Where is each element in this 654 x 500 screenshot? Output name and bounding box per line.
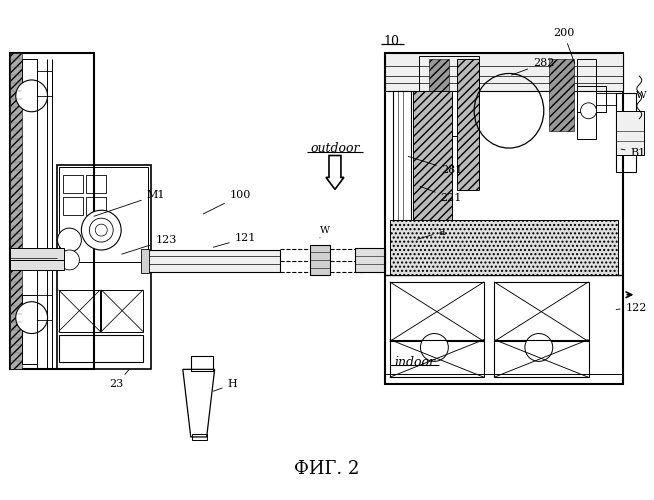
Bar: [86, 198, 106, 215]
Bar: [37, 71, 52, 96]
Bar: [549, 59, 574, 130]
Bar: [192, 434, 207, 440]
Text: W: W: [636, 92, 647, 100]
Bar: [494, 282, 589, 342]
Text: outdoor: outdoor: [310, 142, 360, 155]
Bar: [434, 232, 474, 248]
Circle shape: [95, 224, 107, 236]
Bar: [22, 294, 37, 364]
Text: W: W: [320, 226, 330, 238]
Circle shape: [525, 334, 553, 361]
Bar: [10, 53, 94, 370]
Bar: [385, 53, 623, 384]
Bar: [390, 340, 484, 378]
Circle shape: [60, 250, 79, 270]
Bar: [58, 290, 100, 332]
Bar: [58, 334, 143, 362]
Bar: [86, 176, 106, 194]
Bar: [577, 86, 606, 112]
Text: 23: 23: [109, 370, 129, 389]
Text: ФИГ. 2: ФИГ. 2: [294, 460, 360, 478]
Bar: [616, 93, 636, 172]
Text: indoor: indoor: [394, 356, 435, 369]
Text: 121: 121: [213, 233, 256, 247]
Circle shape: [421, 334, 449, 361]
Bar: [390, 282, 484, 342]
Bar: [390, 232, 432, 248]
Circle shape: [16, 302, 48, 334]
Bar: [413, 91, 453, 220]
Text: B1: B1: [621, 148, 646, 158]
Text: 123: 123: [122, 235, 177, 254]
Text: M1: M1: [94, 190, 165, 216]
Bar: [191, 356, 213, 372]
Bar: [457, 59, 479, 190]
Bar: [141, 249, 149, 273]
Bar: [101, 290, 143, 332]
Circle shape: [16, 80, 48, 112]
Bar: [494, 340, 589, 378]
Text: 281: 281: [408, 156, 463, 176]
Bar: [430, 59, 449, 130]
Bar: [10, 53, 22, 370]
Bar: [310, 245, 330, 275]
Bar: [10, 248, 65, 260]
Bar: [10, 260, 65, 270]
Circle shape: [58, 228, 81, 252]
Bar: [596, 93, 616, 105]
Bar: [355, 248, 385, 272]
Text: 100: 100: [203, 190, 251, 214]
Text: 10: 10: [384, 34, 400, 48]
Text: 200: 200: [553, 28, 575, 64]
Bar: [37, 294, 52, 320]
Text: 221: 221: [420, 186, 462, 204]
Circle shape: [81, 210, 121, 250]
Text: 122: 122: [616, 302, 647, 312]
Bar: [616, 111, 644, 154]
Bar: [385, 374, 623, 384]
Bar: [56, 166, 151, 370]
Text: H: H: [213, 379, 237, 392]
Circle shape: [581, 103, 596, 118]
FancyArrow shape: [326, 156, 344, 190]
Bar: [392, 91, 411, 220]
Circle shape: [90, 218, 113, 242]
Text: a: a: [417, 227, 445, 239]
Bar: [390, 220, 619, 275]
Bar: [577, 59, 596, 138]
Text: 282: 282: [511, 58, 555, 75]
Bar: [58, 168, 148, 262]
Bar: [390, 232, 474, 264]
Bar: [385, 53, 623, 91]
Bar: [63, 198, 83, 215]
Bar: [63, 176, 83, 194]
Bar: [146, 250, 281, 272]
Bar: [419, 56, 479, 136]
Bar: [22, 59, 37, 104]
